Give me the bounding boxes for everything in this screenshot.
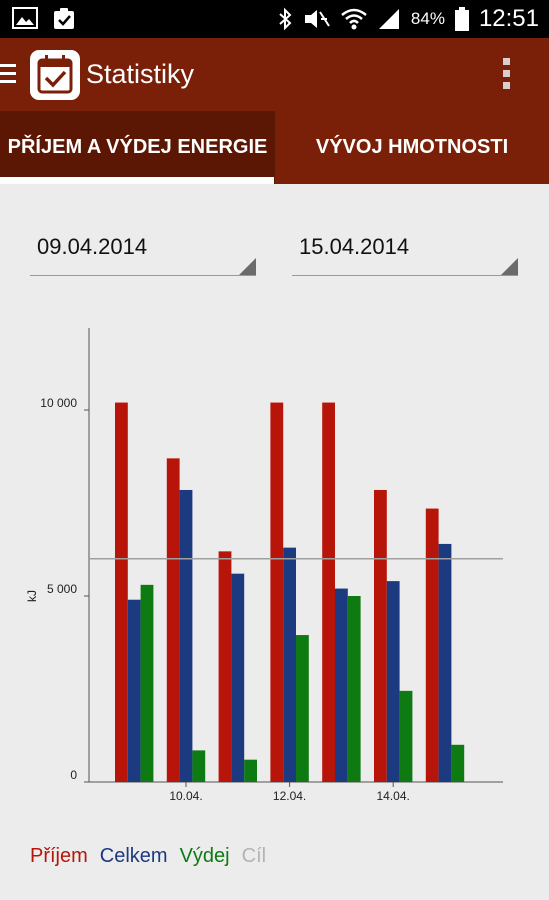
calendar-check-icon xyxy=(37,55,73,94)
energy-chart: 0 5 000 10 000 kJ 10.04. 12.04. 14.04. xyxy=(25,328,503,803)
bar-total xyxy=(438,543,452,782)
image-icon xyxy=(12,7,38,29)
date-to-spinner[interactable]: 15.04.2014 xyxy=(292,228,518,276)
y-tick-label: 5 000 xyxy=(47,582,77,596)
date-to-value: 15.04.2014 xyxy=(299,234,410,259)
chart-legend: Příjem Celkem Výdej Cíl xyxy=(30,845,266,868)
bar-expenditure xyxy=(451,744,465,782)
y-tick-label: 0 xyxy=(70,768,77,782)
date-from-spinner[interactable]: 09.04.2014 xyxy=(30,228,256,276)
legend-expenditure: Výdej xyxy=(179,845,230,867)
clock: 12:51 xyxy=(478,5,539,32)
bar-expenditure xyxy=(399,690,413,782)
bar-total xyxy=(127,599,141,782)
status-bar-right: 84% 12:51 xyxy=(277,0,539,38)
bar-expenditure xyxy=(140,584,154,782)
bar-income xyxy=(374,489,387,782)
dropdown-triangle-icon xyxy=(501,258,518,275)
status-bar: 84% 12:51 xyxy=(0,0,549,38)
bar-expenditure xyxy=(347,596,361,782)
tab-label: VÝVOJ HMOTNOSTI xyxy=(315,136,509,158)
tab-bar: PŘÍJEM A VÝDEJ ENERGIE VÝVOJ HMOTNOSTI xyxy=(0,111,549,184)
hamburger-icon[interactable] xyxy=(0,64,16,84)
date-from-value: 09.04.2014 xyxy=(37,234,148,259)
legend-total: Celkem xyxy=(99,845,168,867)
dropdown-triangle-icon xyxy=(239,258,256,275)
bluetooth-icon xyxy=(279,7,292,31)
signal-icon xyxy=(378,9,399,29)
bar-expenditure xyxy=(192,750,206,782)
bar-total xyxy=(283,547,296,782)
bar-income xyxy=(166,458,180,782)
tab-label: PŘÍJEM A VÝDEJ ENERGIE xyxy=(7,136,268,158)
overflow-menu-icon[interactable] xyxy=(500,58,512,94)
tab-weight-progress[interactable]: VÝVOJ HMOTNOSTI xyxy=(275,111,549,184)
legend-income: Příjem xyxy=(30,845,88,867)
spinner-underline xyxy=(30,275,256,276)
battery-percent: 84% xyxy=(410,9,445,28)
x-tick-label: 10.04. xyxy=(169,789,202,803)
clipboard-check-icon xyxy=(54,8,74,29)
app-bar: Statistiky xyxy=(0,38,549,111)
legend-goal: Cíl xyxy=(241,845,267,867)
x-tick-label: 14.04. xyxy=(377,789,410,803)
bar-income xyxy=(115,402,128,782)
x-tick-label: 12.04. xyxy=(273,789,306,803)
battery-icon xyxy=(454,7,469,31)
bar-total xyxy=(335,588,348,782)
tab-energy-intake-expenditure[interactable]: PŘÍJEM A VÝDEJ ENERGIE xyxy=(0,111,275,184)
bar-income xyxy=(425,508,439,782)
tab-indicator xyxy=(0,177,274,184)
wifi-icon xyxy=(341,8,367,30)
app-logo[interactable] xyxy=(30,50,80,100)
bar-expenditure xyxy=(296,635,309,782)
bar-total xyxy=(179,489,193,782)
bar-income xyxy=(270,402,284,782)
bar-income xyxy=(322,402,335,782)
bar-income xyxy=(218,551,232,782)
bar-total xyxy=(231,573,245,782)
bar-expenditure xyxy=(244,759,257,782)
mute-icon xyxy=(304,10,330,28)
page-title: Statistiky xyxy=(86,59,195,89)
y-tick-label: 10 000 xyxy=(40,396,77,410)
status-bar-left xyxy=(12,7,76,31)
spinner-underline xyxy=(292,275,518,276)
bar-total xyxy=(386,581,400,782)
y-axis-label: kJ xyxy=(25,590,39,602)
